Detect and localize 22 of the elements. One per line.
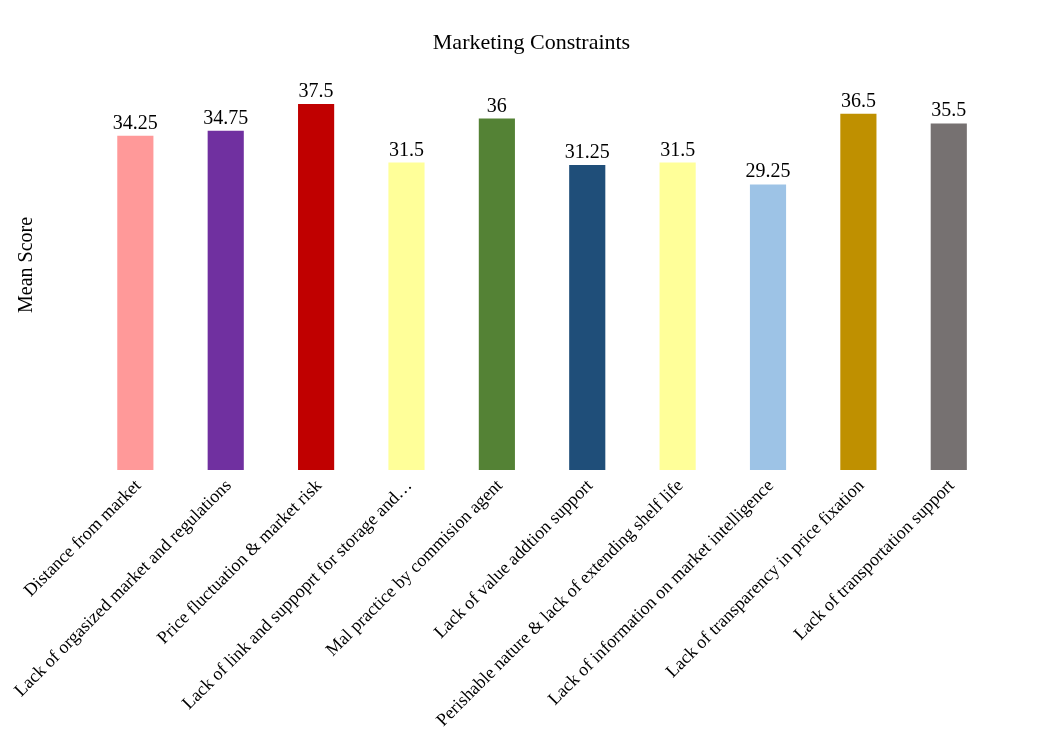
bar [840, 113, 877, 470]
bar [478, 118, 515, 470]
bar [930, 123, 967, 470]
data-label: 36 [486, 93, 507, 116]
data-label: 31.25 [564, 139, 610, 162]
bar [117, 135, 154, 470]
bar [388, 162, 425, 470]
data-label: 36.5 [840, 88, 876, 111]
bar [207, 130, 244, 470]
bar [659, 162, 696, 470]
data-label: 34.75 [203, 105, 249, 128]
chart-title: Marketing Constraints [432, 28, 631, 54]
bar [298, 103, 335, 470]
bar [569, 164, 606, 470]
data-label: 31.5 [388, 137, 424, 160]
data-label: 31.5 [660, 137, 696, 160]
data-label: 34.25 [112, 110, 158, 133]
y-axis-title: Mean Score [13, 216, 36, 314]
data-label: 35.5 [931, 98, 967, 121]
data-label: 29.25 [745, 159, 791, 182]
bar [749, 184, 787, 470]
data-label: 37.5 [298, 78, 334, 101]
